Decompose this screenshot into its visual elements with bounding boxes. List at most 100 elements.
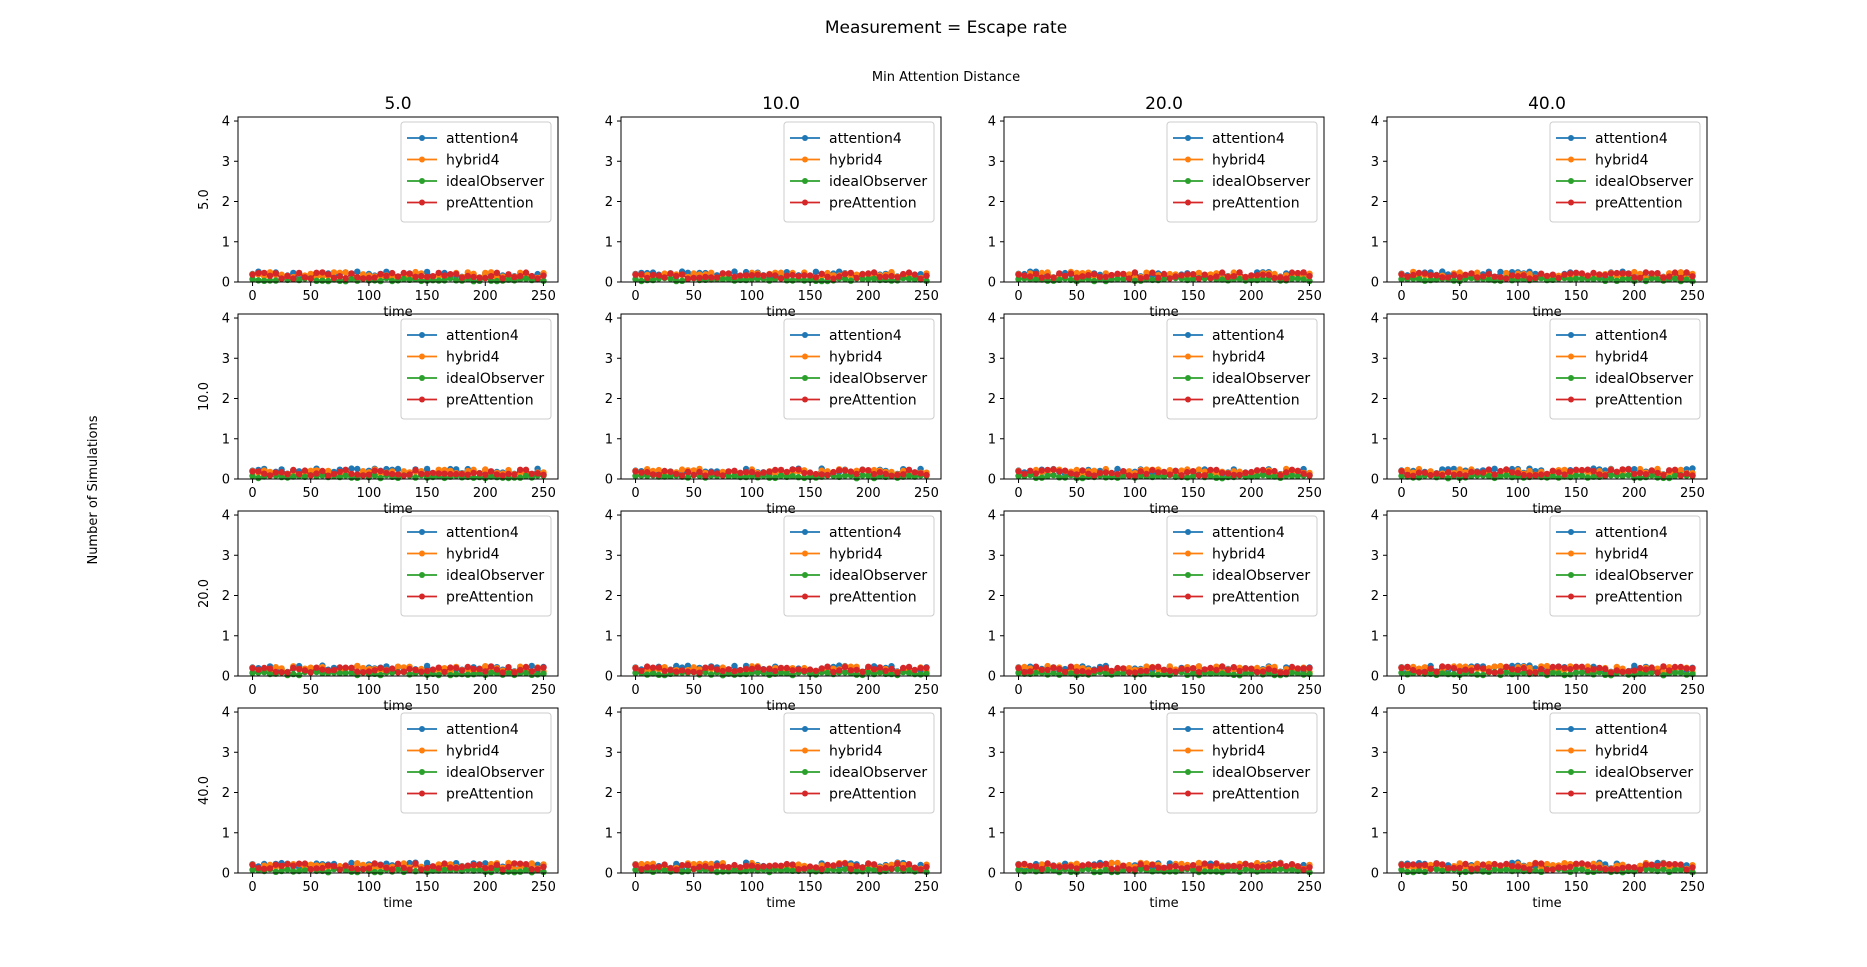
data-point xyxy=(365,471,373,478)
legend-label: attention4 xyxy=(1212,328,1285,344)
data-point xyxy=(655,272,662,279)
data-point xyxy=(1503,669,1510,676)
data-point xyxy=(1283,469,1290,476)
x-tick-label: 200 xyxy=(1622,683,1647,698)
legend-box xyxy=(783,515,935,617)
data-point xyxy=(1619,270,1626,277)
data-point xyxy=(325,277,332,285)
data-point xyxy=(517,474,524,481)
legend-entry-idealObserver: idealObserver xyxy=(407,568,544,584)
data-point xyxy=(1671,269,1679,276)
legend-marker xyxy=(419,332,425,338)
data-point xyxy=(1677,861,1685,868)
legend: attention4hybrid4idealObserverpreAttenti… xyxy=(400,515,552,617)
column-title: 10.0 xyxy=(762,94,800,114)
data-point xyxy=(638,860,645,868)
data-point xyxy=(418,470,425,478)
x-tick-label: 100 xyxy=(1122,880,1147,895)
data-point xyxy=(400,275,407,283)
data-point xyxy=(371,860,378,867)
x-tick-label: 150 xyxy=(798,486,823,501)
data-point xyxy=(1456,466,1463,473)
data-point xyxy=(661,274,668,281)
data-point xyxy=(1038,274,1046,281)
y-tick-label: 2 xyxy=(988,589,996,604)
data-point xyxy=(418,272,425,280)
data-point xyxy=(1619,466,1626,473)
data-point xyxy=(1079,467,1086,474)
data-point xyxy=(406,866,413,873)
data-point xyxy=(1404,471,1411,479)
data-point xyxy=(1474,469,1481,476)
data-point xyxy=(1427,271,1434,279)
legend-entry-attention4: attention4 xyxy=(790,328,902,344)
data-point xyxy=(511,869,518,876)
data-point xyxy=(394,866,402,873)
data-point xyxy=(748,862,756,869)
data-point xyxy=(453,470,460,478)
data-point xyxy=(1056,868,1063,876)
x-tick-label: 150 xyxy=(1564,880,1589,895)
data-point xyxy=(1485,864,1493,871)
data-point xyxy=(365,274,373,282)
x-axis-label: time xyxy=(1532,699,1561,714)
data-point xyxy=(383,272,390,279)
data-point xyxy=(1654,270,1661,277)
axes-frame xyxy=(620,707,942,874)
data-point xyxy=(511,273,518,281)
x-axis-label: time xyxy=(1149,305,1178,320)
data-point xyxy=(470,861,477,869)
x-tick-label: 50 xyxy=(685,486,702,501)
data-point xyxy=(1108,667,1115,675)
data-point xyxy=(1271,473,1278,480)
data-point xyxy=(1102,665,1110,672)
data-point xyxy=(470,867,477,874)
data-point xyxy=(365,668,373,675)
data-point xyxy=(534,866,541,873)
data-point xyxy=(1503,466,1510,473)
data-point xyxy=(493,471,501,478)
legend-entry-hybrid4: hybrid4 xyxy=(1173,547,1266,563)
data-point xyxy=(1474,671,1481,678)
data-point xyxy=(348,465,355,472)
data-point xyxy=(708,269,715,276)
data-point xyxy=(1079,862,1086,869)
legend-label: preAttention xyxy=(446,590,534,606)
axes-frame xyxy=(620,510,942,677)
data-point xyxy=(1421,868,1429,876)
data-point xyxy=(325,271,332,278)
data-point xyxy=(1085,470,1092,477)
data-point xyxy=(1027,467,1034,474)
data-point xyxy=(876,669,884,676)
data-point xyxy=(1201,868,1208,875)
legend-label: attention4 xyxy=(829,525,902,541)
data-point xyxy=(1038,467,1046,474)
subplot-r1-c0: 0 50 100 150 200 2500123410.0timeattention4hy… xyxy=(197,312,559,517)
data-point xyxy=(1044,866,1051,873)
legend-label: preAttention xyxy=(1595,196,1683,212)
legend-label: idealObserver xyxy=(1595,174,1693,190)
data-point xyxy=(1155,864,1162,871)
data-point xyxy=(1207,472,1214,480)
data-point xyxy=(1520,471,1527,479)
y-tick-label: 2 xyxy=(222,392,230,407)
data-point xyxy=(482,663,489,670)
data-point xyxy=(1184,864,1191,871)
legend-marker xyxy=(1568,790,1574,797)
axes-frame xyxy=(237,313,559,480)
legend-entry-attention4: attention4 xyxy=(407,722,519,738)
data-point xyxy=(1137,861,1144,868)
data-point xyxy=(632,271,639,278)
x-tick-label: 150 xyxy=(415,289,440,304)
data-point xyxy=(1613,277,1621,284)
data-point xyxy=(882,667,889,674)
legend-label: attention4 xyxy=(829,328,902,344)
data-point xyxy=(1415,269,1423,277)
y-tick-label: 4 xyxy=(222,509,230,524)
data-point xyxy=(1213,273,1220,280)
data-point xyxy=(1091,467,1098,474)
legend-marker xyxy=(802,572,808,578)
data-point xyxy=(1421,861,1429,868)
legend-entry-preAttention: preAttention xyxy=(407,590,534,606)
data-point xyxy=(836,860,843,868)
